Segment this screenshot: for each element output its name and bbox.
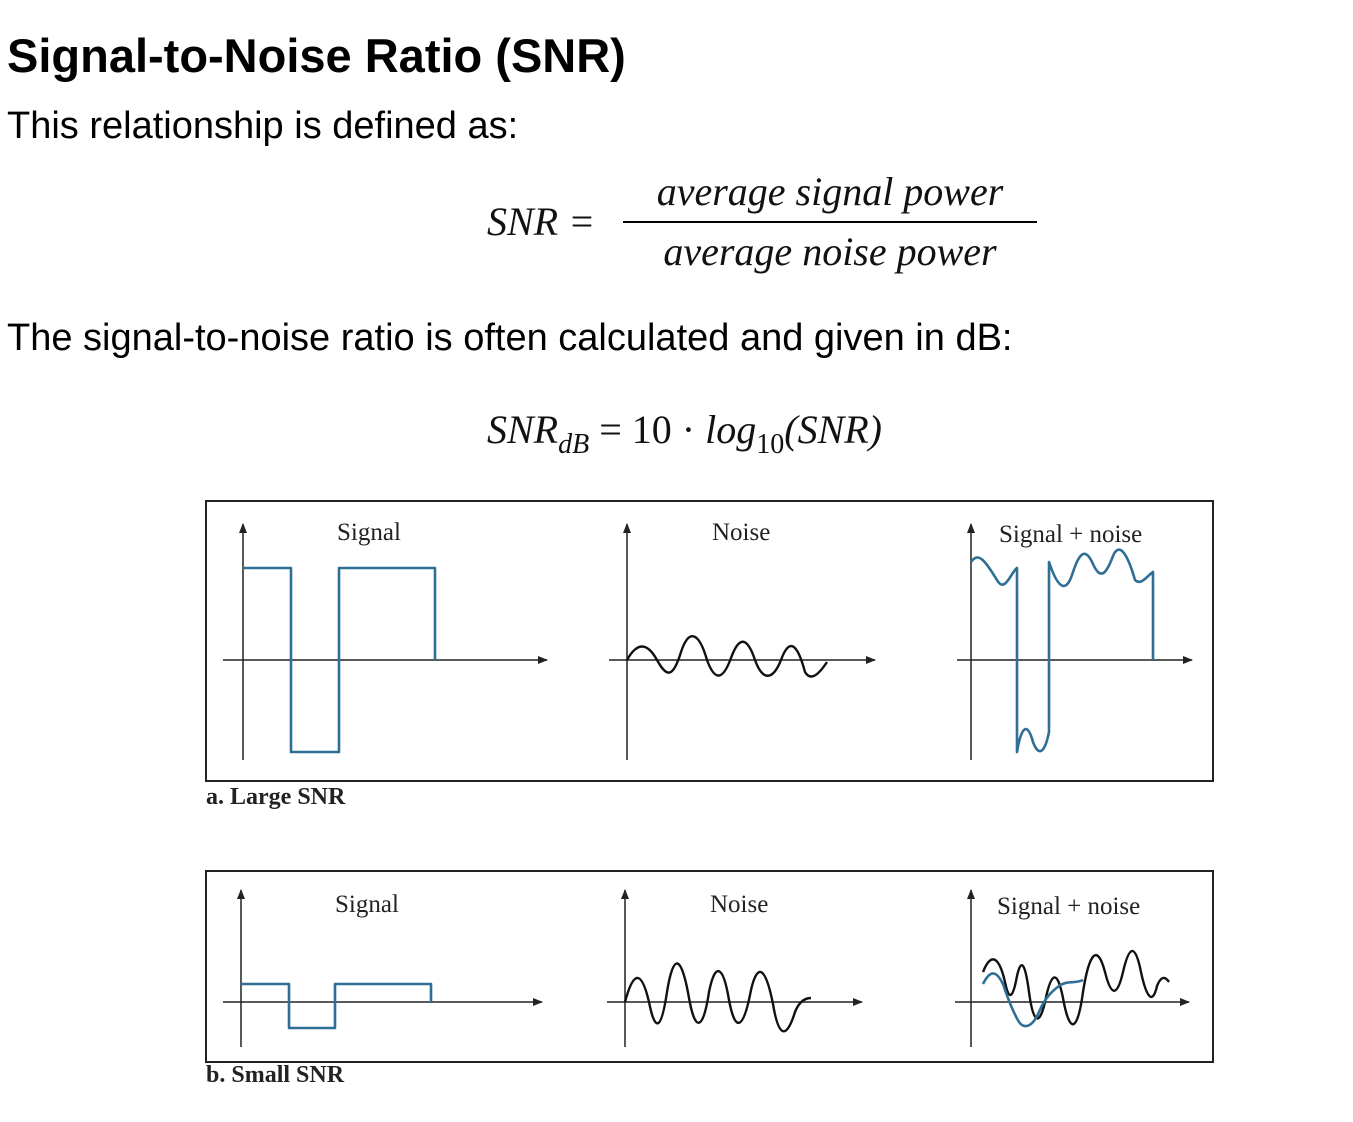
- signal-plus-noise-axes-small: [955, 889, 1190, 1047]
- signal-label-small: Signal: [335, 891, 399, 918]
- signal-square-wave-small: [241, 982, 433, 1030]
- large-snr-panel: Signal Noise Signal + noise: [205, 500, 1214, 782]
- noise-label: Noise: [712, 519, 770, 546]
- signal-plus-noise-axes: [957, 523, 1193, 760]
- log-function: log: [705, 407, 757, 452]
- snr-numerator: average signal power: [656, 169, 1004, 214]
- snr-db-equals: = 10 ·: [599, 407, 706, 452]
- log-base: 10: [756, 429, 785, 460]
- noise-axes: [609, 523, 876, 760]
- noise-label-small: Noise: [710, 891, 768, 918]
- snr-db-subscript: dB: [558, 429, 590, 460]
- signal-axes-small: [223, 889, 543, 1047]
- snr-equation-lhs: SNR =: [487, 199, 596, 244]
- small-snr-caption: b. Small SNR: [206, 1062, 345, 1088]
- large-snr-caption: a. Large SNR: [206, 784, 346, 810]
- small-snr-panel: Signal Noise Signal + noise: [205, 870, 1214, 1063]
- signal-plus-noise-label: Signal + noise: [999, 521, 1142, 548]
- signal-square-wave: [243, 566, 437, 754]
- snr-db-lhs: SNR: [487, 407, 559, 452]
- signal-plus-noise-wave: [969, 548, 1155, 754]
- signal-trace-in-noise-small: [981, 972, 1084, 1028]
- signal-plus-noise-wave-small: [981, 949, 1170, 1026]
- page-title: Signal-to-Noise Ratio (SNR): [7, 29, 626, 82]
- intro-text: This relationship is defined as:: [7, 105, 519, 147]
- noise-wave-small: [623, 962, 812, 1033]
- large-snr-diagram: Signal Noise Signal + noise: [223, 519, 1193, 760]
- snr-denominator: average noise power: [663, 229, 997, 274]
- snr-db-equation: SNRdB = 10 · log10(SNR): [487, 406, 882, 461]
- noise-wave: [625, 635, 828, 678]
- fraction-bar: [623, 221, 1037, 223]
- signal-plus-noise-label-small: Signal + noise: [997, 893, 1140, 920]
- snr-equation: SNR = average signal power average noise…: [487, 168, 1047, 288]
- signal-axes: [223, 523, 548, 760]
- small-snr-diagram: Signal Noise Signal + noise: [223, 889, 1190, 1047]
- log-argument: (SNR): [784, 407, 883, 452]
- signal-label: Signal: [337, 519, 401, 546]
- db-intro-text: The signal-to-noise ratio is often calcu…: [7, 317, 1013, 359]
